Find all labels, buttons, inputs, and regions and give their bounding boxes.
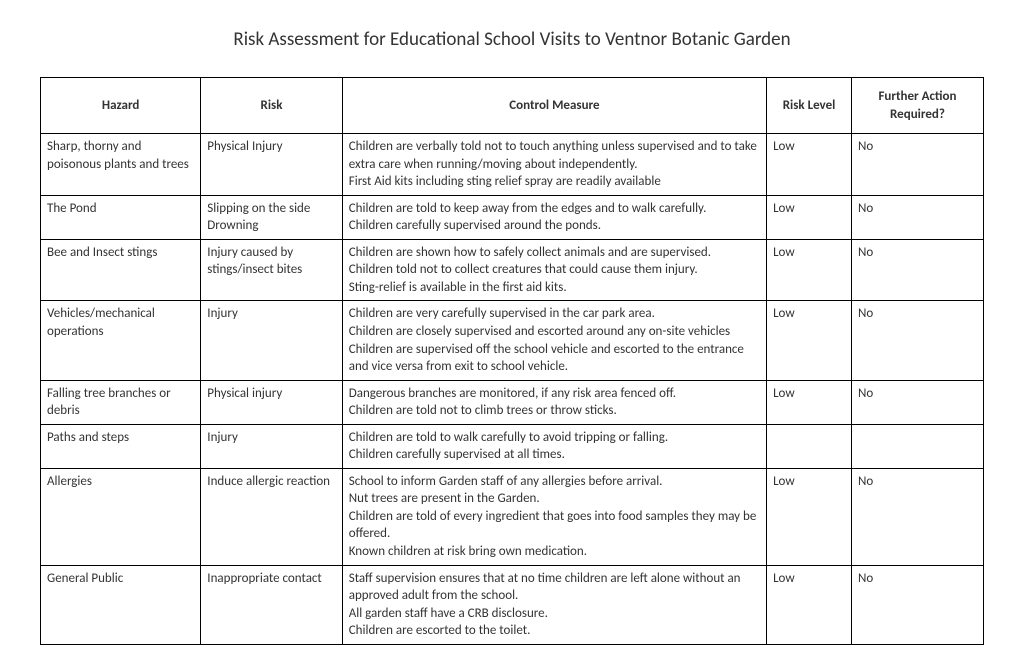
control-measure-line: Children are escorted to the toilet. bbox=[349, 622, 760, 640]
further-action-cell: No bbox=[851, 380, 983, 424]
control-measure-line: Children told not to collect creatures t… bbox=[349, 261, 760, 279]
table-row: Falling tree branches or debrisPhysical … bbox=[41, 380, 984, 424]
control-measure-line: Children are told not to climb trees or … bbox=[349, 402, 760, 420]
col-header-0: Hazard bbox=[41, 78, 201, 134]
control-measure-line: Children are told of every ingredient th… bbox=[349, 508, 760, 543]
control-measure-cell: Children are shown how to safely collect… bbox=[342, 239, 766, 301]
further-action-cell: No bbox=[851, 468, 983, 565]
risk-cell: Induce allergic reaction bbox=[201, 468, 342, 565]
risk-cell: Injury bbox=[201, 424, 342, 468]
control-measure-cell: Children are very carefully supervised i… bbox=[342, 301, 766, 380]
control-measure-line: Children carefully supervised at all tim… bbox=[349, 446, 760, 464]
control-measure-line: Staff supervision ensures that at no tim… bbox=[349, 570, 760, 605]
hazard-cell: Sharp, thorny and poisonous plants and t… bbox=[41, 134, 201, 196]
hazard-cell: Allergies bbox=[41, 468, 201, 565]
control-measure-cell: Staff supervision ensures that at no tim… bbox=[342, 565, 766, 644]
control-measure-line: All garden staff have a CRB disclosure. bbox=[349, 605, 760, 623]
col-header-3: Risk Level bbox=[767, 78, 852, 134]
table-row: The PondSlipping on the side Drowning Chi… bbox=[41, 195, 984, 239]
control-measure-line: Children are supervised off the school v… bbox=[349, 341, 760, 376]
further-action-cell: No bbox=[851, 565, 983, 644]
control-measure-line: Children are told to walk carefully to a… bbox=[349, 429, 760, 447]
table-header-row: HazardRiskControl MeasureRisk LevelFurth… bbox=[41, 78, 984, 134]
risk-cell: Injury caused by stings/insect bites bbox=[201, 239, 342, 301]
risk-cell: Physical Injury bbox=[201, 134, 342, 196]
risk-cell: Inappropriate contact bbox=[201, 565, 342, 644]
hazard-cell: Paths and steps bbox=[41, 424, 201, 468]
control-measure-cell: Children are told to walk carefully to a… bbox=[342, 424, 766, 468]
col-header-4: Further Action Required? bbox=[851, 78, 983, 134]
further-action-cell: No bbox=[851, 301, 983, 380]
further-action-cell: No bbox=[851, 195, 983, 239]
control-measure-line: Children are closely supervised and esco… bbox=[349, 323, 760, 341]
control-measure-line: Dangerous branches are monitored, if any… bbox=[349, 385, 760, 403]
control-measure-line: Children are verbally told not to touch … bbox=[349, 138, 760, 173]
col-header-2: Control Measure bbox=[342, 78, 766, 134]
risk-level-cell: Low bbox=[767, 301, 852, 380]
table-row: Paths and stepsInjury Children are told t… bbox=[41, 424, 984, 468]
risk-level-cell: Low bbox=[767, 195, 852, 239]
control-measure-cell: Dangerous branches are monitored, if any… bbox=[342, 380, 766, 424]
further-action-cell: No bbox=[851, 239, 983, 301]
further-action-cell bbox=[851, 424, 983, 468]
table-row: General PublicInappropriate contactStaff… bbox=[41, 565, 984, 644]
risk-level-cell: Low bbox=[767, 134, 852, 196]
page-title: Risk Assessment for Educational School V… bbox=[40, 28, 984, 51]
risk-assessment-table: HazardRiskControl MeasureRisk LevelFurth… bbox=[40, 77, 984, 645]
table-row: Sharp, thorny and poisonous plants and t… bbox=[41, 134, 984, 196]
control-measure-cell: School to inform Garden staff of any all… bbox=[342, 468, 766, 565]
hazard-cell: Bee and Insect stings bbox=[41, 239, 201, 301]
control-measure-line: Children are told to keep away from the … bbox=[349, 200, 760, 218]
hazard-cell: General Public bbox=[41, 565, 201, 644]
risk-cell: Physical injury bbox=[201, 380, 342, 424]
control-measure-line: Known children at risk bring own medicat… bbox=[349, 543, 760, 561]
table-row: Bee and Insect stingsInjury caused by st… bbox=[41, 239, 984, 301]
control-measure-line: School to inform Garden staff of any all… bbox=[349, 473, 760, 491]
control-measure-line: Children are very carefully supervised i… bbox=[349, 305, 760, 323]
risk-cell: Injury bbox=[201, 301, 342, 380]
risk-level-cell: Low bbox=[767, 565, 852, 644]
risk-level-cell: Low bbox=[767, 380, 852, 424]
risk-cell: Slipping on the side Drowning bbox=[201, 195, 342, 239]
control-measure-cell: Children are verbally told not to touch … bbox=[342, 134, 766, 196]
hazard-cell: Vehicles/mechanical operations bbox=[41, 301, 201, 380]
table-row: AllergiesInduce allergic reaction School … bbox=[41, 468, 984, 565]
control-measure-cell: Children are told to keep away from the … bbox=[342, 195, 766, 239]
control-measure-line: Nut trees are present in the Garden. bbox=[349, 490, 760, 508]
col-header-1: Risk bbox=[201, 78, 342, 134]
control-measure-line: First Aid kits including sting relief sp… bbox=[349, 173, 760, 191]
control-measure-line: Children carefully supervised around the… bbox=[349, 217, 760, 235]
further-action-cell: No bbox=[851, 134, 983, 196]
table-row: Vehicles/mechanical operationsInjuryChil… bbox=[41, 301, 984, 380]
risk-level-cell: Low bbox=[767, 239, 852, 301]
risk-level-cell bbox=[767, 424, 852, 468]
control-measure-line: Children are shown how to safely collect… bbox=[349, 244, 760, 262]
hazard-cell: The Pond bbox=[41, 195, 201, 239]
risk-level-cell: Low bbox=[767, 468, 852, 565]
hazard-cell: Falling tree branches or debris bbox=[41, 380, 201, 424]
control-measure-line: Sting-relief is available in the first a… bbox=[349, 279, 760, 297]
